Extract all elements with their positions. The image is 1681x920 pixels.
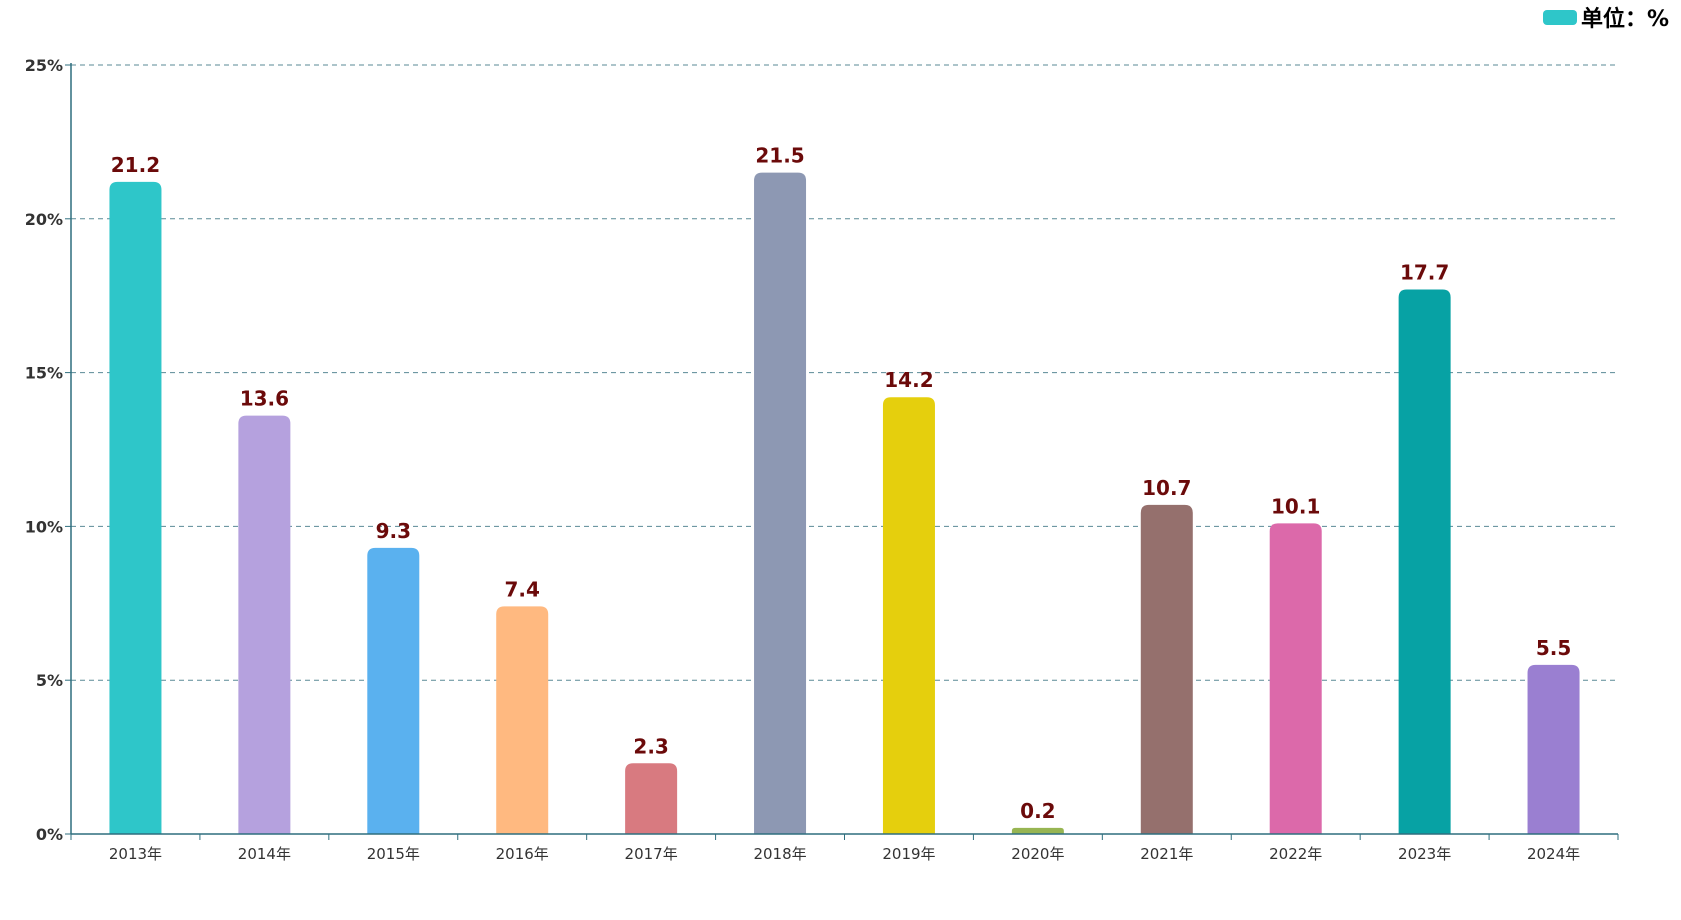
y-tick-label: 15% <box>25 364 63 383</box>
legend-swatch <box>1542 9 1577 25</box>
x-tick-label: 2019年 <box>882 845 935 863</box>
data-label: 21.2 <box>111 153 160 177</box>
y-tick-label: 0% <box>36 825 63 844</box>
data-label: 14.2 <box>884 368 933 392</box>
x-tick-label: 2020年 <box>1011 845 1064 863</box>
data-label: 9.3 <box>376 519 411 543</box>
bar[interactable] <box>882 397 935 834</box>
y-tick-label: 5% <box>36 671 63 690</box>
x-tick-label: 2013年 <box>109 845 162 863</box>
data-label: 21.5 <box>755 144 804 168</box>
legend-label: 单位：% <box>1580 7 1669 32</box>
x-tick-label: 2014年 <box>238 845 291 863</box>
y-tick-label: 25% <box>25 56 63 75</box>
bar[interactable] <box>367 547 420 834</box>
bar[interactable] <box>754 172 807 834</box>
x-tick-label: 2023年 <box>1398 845 1451 863</box>
bar[interactable] <box>109 181 162 834</box>
data-label: 13.6 <box>240 387 289 411</box>
data-label: 10.1 <box>1271 494 1320 518</box>
bar[interactable] <box>1269 523 1322 834</box>
x-tick-label: 2024年 <box>1527 845 1580 863</box>
data-label: 0.2 <box>1020 799 1055 823</box>
x-tick-label: 2018年 <box>753 845 806 863</box>
data-label: 17.7 <box>1400 261 1449 285</box>
bar[interactable] <box>1527 664 1580 834</box>
legend[interactable]: 单位：% <box>1542 2 1669 32</box>
bar[interactable] <box>238 415 291 834</box>
x-tick-label: 2016年 <box>496 845 549 863</box>
x-tick-label: 2021年 <box>1140 845 1193 863</box>
bar[interactable] <box>1140 504 1193 834</box>
bar[interactable] <box>1398 289 1451 835</box>
bar[interactable] <box>1011 827 1064 834</box>
data-label: 7.4 <box>504 577 539 601</box>
x-tick-label: 2015年 <box>367 845 420 863</box>
x-tick-label: 2022年 <box>1269 845 1322 863</box>
bar[interactable] <box>625 763 678 834</box>
y-tick-label: 20% <box>25 210 63 229</box>
y-tick-label: 10% <box>25 517 63 536</box>
data-label: 10.7 <box>1142 476 1191 500</box>
x-tick-label: 2017年 <box>625 845 678 863</box>
data-label: 5.5 <box>1536 636 1571 660</box>
data-label: 2.3 <box>633 734 668 758</box>
bar[interactable] <box>496 606 549 834</box>
